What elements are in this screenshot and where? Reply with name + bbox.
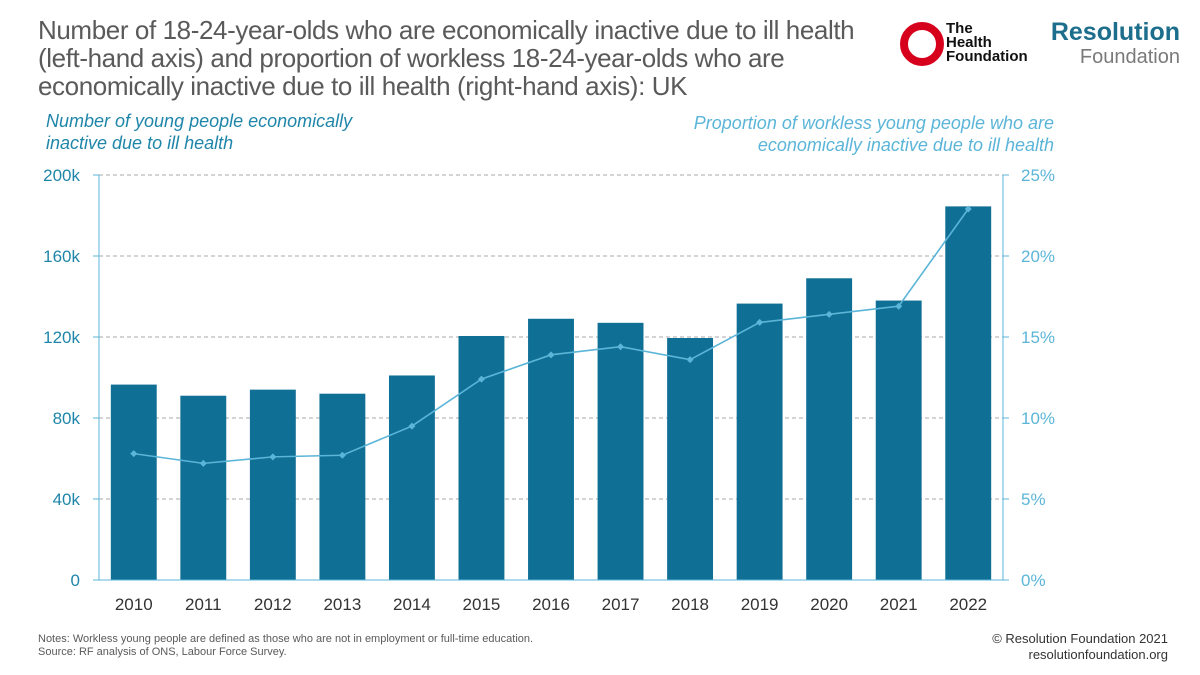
- left-tick-label: 160k: [43, 247, 80, 266]
- line-point-2022: [964, 205, 972, 213]
- line-point-2015: [477, 375, 485, 383]
- chart-title: Number of 18-24-year-olds who are econom…: [38, 15, 855, 101]
- left-tick-label: 80k: [53, 409, 81, 428]
- bar-2021: [875, 300, 922, 580]
- right-tick-label: 10%: [1021, 409, 1055, 428]
- copyright-line: © Resolution Foundation 2021: [992, 631, 1168, 646]
- chart-notes: Notes: Workless young people are defined…: [38, 633, 533, 659]
- health-foundation-wordmark: The Health Foundation: [946, 20, 1028, 65]
- x-tick-label: 2021: [880, 595, 918, 614]
- resolution-foundation-word-1: Resolution: [1050, 18, 1180, 46]
- line-point-2014: [408, 422, 416, 430]
- x-tick-label: 2016: [532, 595, 570, 614]
- bar-2016: [528, 318, 574, 580]
- x-tick-label: 2018: [671, 595, 709, 614]
- line-point-2019: [756, 318, 764, 326]
- bar-2013: [319, 393, 366, 580]
- health-foundation-word-2: Health: [946, 34, 992, 51]
- bar-2015: [458, 335, 505, 580]
- right-axis-title-line1: Proportion of workless young people who …: [693, 113, 1054, 133]
- bar-2014: [388, 375, 435, 580]
- website-line: resolutionfoundation.org: [1028, 647, 1169, 662]
- resolution-foundation-logo: Resolution Foundation: [1040, 18, 1180, 68]
- left-tick-label: 40k: [53, 490, 81, 509]
- notes-line: Notes: Workless young people are defined…: [38, 633, 534, 645]
- right-tick-label: 5%: [1021, 490, 1046, 509]
- line-point-2012: [269, 453, 277, 461]
- health-foundation-ring-icon: [900, 22, 944, 66]
- left-axis-title: Number of young people economically inac…: [46, 110, 406, 154]
- right-axis-title: Proportion of workless young people who …: [634, 112, 1054, 156]
- health-foundation-logo: The Health Foundation: [900, 20, 1040, 68]
- bar-2019: [736, 303, 783, 580]
- line-point-2021: [895, 302, 903, 310]
- line-point-2010: [130, 450, 138, 458]
- bar-2018: [667, 338, 714, 580]
- bar-2017: [597, 322, 644, 580]
- bar-2012: [249, 389, 296, 580]
- line-point-2013: [338, 451, 346, 459]
- right-axis-title-line2: economically inactive due to ill health: [757, 135, 1054, 155]
- line-point-2016: [547, 351, 555, 359]
- line-point-2018: [686, 356, 694, 364]
- x-tick-label: 2012: [254, 595, 292, 614]
- left-tick-label: 0: [71, 571, 80, 590]
- x-tick-label: 2013: [323, 595, 361, 614]
- copyright: © Resolution Foundation 2021 resolutionf…: [992, 631, 1168, 663]
- right-tick-label: 25%: [1021, 166, 1055, 185]
- bar-2011: [180, 395, 227, 580]
- bar-2022: [945, 206, 992, 580]
- health-foundation-word-1: The: [946, 20, 973, 37]
- x-tick-label: 2014: [393, 595, 431, 614]
- right-tick-label: 20%: [1021, 247, 1055, 266]
- x-tick-label: 2019: [741, 595, 779, 614]
- line-point-2020: [825, 310, 833, 318]
- line-point-2011: [199, 459, 207, 467]
- resolution-foundation-word-2: Foundation: [1079, 46, 1180, 68]
- bar-2020: [806, 278, 853, 580]
- right-tick-label: 15%: [1021, 328, 1055, 347]
- left-tick-label: 200k: [43, 166, 80, 185]
- left-axis-title-line2: inactive due to ill health: [46, 133, 234, 153]
- right-tick-label: 0%: [1021, 571, 1046, 590]
- health-foundation-word-3: Foundation: [946, 48, 1028, 65]
- x-tick-label: 2010: [115, 595, 153, 614]
- source-line: Source: RF analysis of ONS, Labour Force…: [38, 646, 287, 658]
- x-tick-label: 2011: [185, 595, 222, 614]
- line-point-2017: [617, 343, 625, 351]
- left-tick-label: 120k: [43, 328, 80, 347]
- x-tick-label: 2020: [810, 595, 848, 614]
- left-axis-title-line1: Number of young people economically: [46, 111, 353, 131]
- x-tick-label: 2017: [602, 595, 640, 614]
- x-tick-label: 2022: [949, 595, 987, 614]
- x-tick-label: 2015: [463, 595, 501, 614]
- bar-2010: [110, 384, 157, 580]
